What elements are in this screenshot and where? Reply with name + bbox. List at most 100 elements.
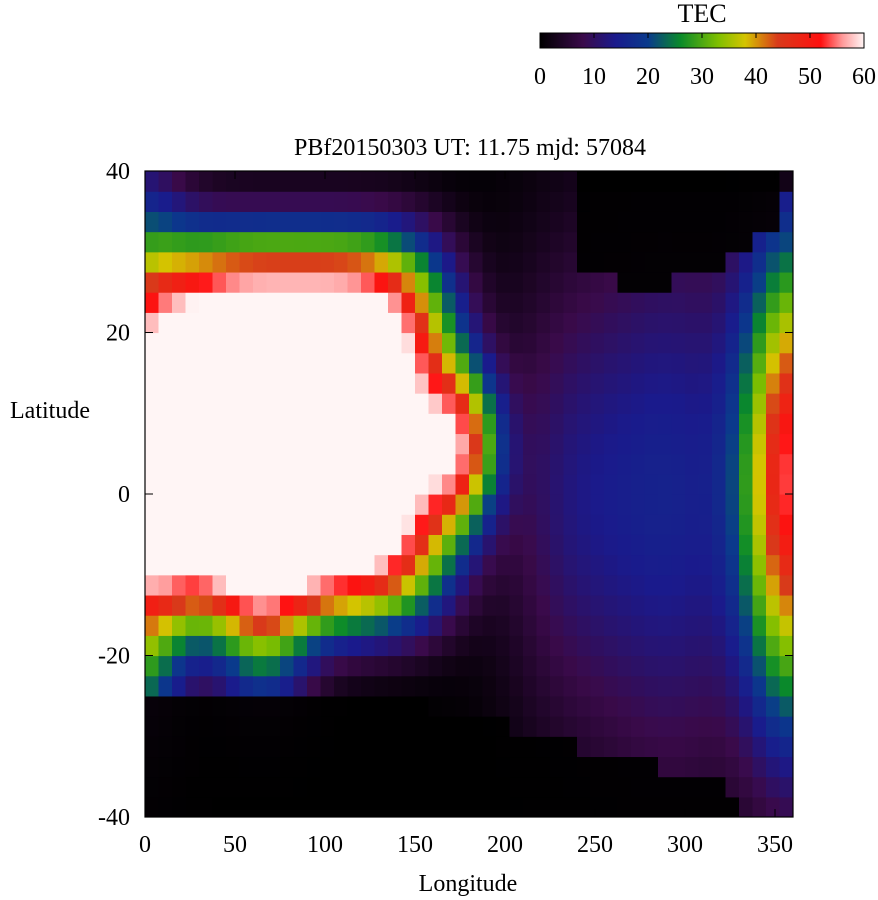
heatmap-cell (226, 655, 241, 677)
heatmap-cell (428, 332, 443, 354)
heatmap-cell (725, 736, 740, 758)
heatmap-cell (658, 494, 673, 515)
heatmap-cell (185, 716, 200, 737)
heatmap-cell (347, 332, 362, 354)
heatmap-cell (698, 635, 713, 657)
heatmap-cell (752, 635, 767, 657)
heatmap-cell (698, 211, 713, 233)
heatmap-cell (752, 191, 767, 212)
heatmap-cell (766, 695, 781, 717)
heatmap-cell (253, 594, 268, 616)
heatmap-cell (671, 453, 686, 475)
heatmap-cell (766, 796, 781, 817)
heatmap-cell (779, 211, 793, 233)
heatmap-cell (388, 574, 403, 596)
heatmap-cell (496, 695, 511, 717)
heatmap-cell (374, 433, 389, 455)
heatmap-cell (280, 736, 295, 758)
heatmap-cell (388, 332, 403, 354)
heatmap-cell (320, 211, 335, 233)
heatmap-cell (266, 494, 281, 515)
heatmap-cell (226, 473, 241, 495)
heatmap-cell (509, 271, 524, 293)
heatmap-cell (698, 453, 713, 475)
heatmap-cell (172, 675, 187, 697)
heatmap-cell (685, 231, 700, 253)
heatmap-cell (185, 271, 200, 293)
heatmap-cell (280, 574, 295, 596)
heatmap-cell (712, 352, 727, 374)
heatmap-cell (347, 312, 362, 334)
heatmap-cell (658, 251, 673, 273)
heatmap-cell (442, 494, 457, 515)
heatmap-cell (347, 352, 362, 374)
heatmap-cell (401, 756, 416, 778)
heatmap-cell (455, 796, 470, 817)
heatmap-cell (523, 615, 538, 636)
heatmap-cell (145, 352, 160, 374)
heatmap-cell (590, 796, 605, 817)
heatmap-cell (361, 594, 376, 616)
heatmap-cell (415, 453, 430, 475)
heatmap-cell (334, 655, 349, 677)
heatmap-cell (739, 594, 754, 616)
heatmap-cell (374, 211, 389, 233)
heatmap-cell (671, 352, 686, 374)
heatmap-cell (239, 494, 254, 515)
heatmap-cell (158, 372, 173, 394)
heatmap-cell (509, 171, 524, 192)
heatmap-cell (212, 514, 227, 535)
heatmap-cell (631, 352, 646, 374)
heatmap-cell (739, 756, 754, 778)
heatmap-cell (158, 312, 173, 334)
heatmap-cell (415, 554, 430, 576)
heatmap-cell (145, 332, 160, 354)
heatmap-cell (347, 514, 362, 535)
heatmap-cell (604, 514, 619, 535)
heatmap-cell (334, 211, 349, 233)
heatmap-cell (226, 776, 241, 798)
heatmap-cell (307, 655, 322, 677)
heatmap-cell (779, 736, 793, 758)
heatmap-cell (604, 312, 619, 334)
heatmap-cell (644, 413, 659, 435)
heatmap-cell (401, 635, 416, 657)
heatmap-cell (253, 695, 268, 717)
heatmap-cell (145, 796, 160, 817)
heatmap-cell (212, 352, 227, 374)
heatmap-cell (388, 271, 403, 293)
heatmap-cell (239, 191, 254, 212)
heatmap-cell (658, 372, 673, 394)
heatmap-cell (752, 231, 767, 253)
heatmap-cell (590, 514, 605, 535)
heatmap-cell (428, 473, 443, 495)
heatmap-cell (550, 594, 565, 616)
heatmap-cell (739, 473, 754, 495)
heatmap-cell (536, 352, 551, 374)
heatmap-cell (172, 332, 187, 354)
heatmap-cell (442, 574, 457, 596)
heatmap-cell (752, 271, 767, 293)
heatmap-cell (185, 171, 200, 192)
heatmap-cell (455, 615, 470, 636)
heatmap-cell (280, 171, 295, 192)
heatmap-cell (293, 675, 308, 697)
heatmap-cell (199, 695, 214, 717)
heatmap-cell (523, 292, 538, 313)
x-tick-label: 200 (487, 832, 523, 858)
heatmap-cell (482, 494, 497, 515)
heatmap-cell (428, 494, 443, 515)
heatmap-cell (496, 716, 511, 737)
heatmap-cell (442, 514, 457, 535)
heatmap-cell (725, 494, 740, 515)
heatmap-cell (658, 231, 673, 253)
heatmap-cell (212, 675, 227, 697)
heatmap-cell (617, 554, 632, 576)
heatmap-cell (145, 292, 160, 313)
heatmap-cell (239, 453, 254, 475)
heatmap-cell (739, 292, 754, 313)
heatmap-cell (199, 271, 214, 293)
heatmap-cell (725, 716, 740, 737)
heatmap-cell (617, 171, 632, 192)
heatmap-cell (550, 372, 565, 394)
